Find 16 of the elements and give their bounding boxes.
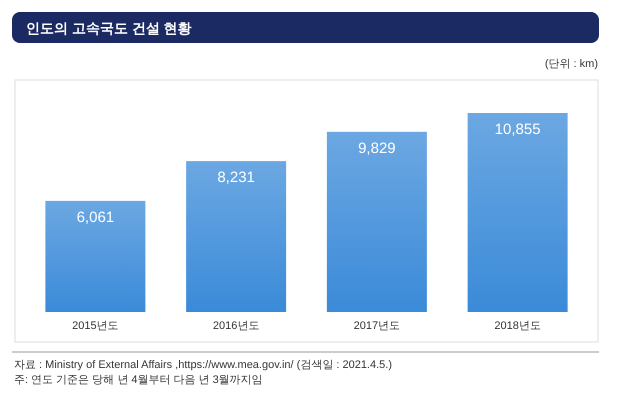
x-tick-label: 2016년도 — [212, 320, 260, 332]
bar — [468, 113, 568, 312]
bar — [45, 200, 146, 312]
data-label: 6,061 — [76, 208, 114, 226]
text: (단위 : km) — [544, 58, 598, 70]
text: 주: 연도 기준은 당해 년 4월부터 다음 년 3월까지임 — [14, 374, 263, 386]
chart-title: 인도의 고속국도 건설 현황 — [26, 20, 192, 36]
text: 자료 : Ministry of External Affairs ,https://www.mea.gov.in/ (검색일 : 2021.4.5.) — [14, 359, 392, 371]
data-label: 9,829 — [358, 140, 396, 157]
bar — [326, 132, 427, 312]
x-tick-label: 2015년도 — [72, 320, 119, 332]
data-label: 10,855 — [494, 121, 541, 138]
data-label: 8,231 — [217, 169, 255, 186]
x-tick-label: 2017년도 — [354, 320, 400, 332]
bar — [186, 161, 286, 312]
x-tick-label: 2018년도 — [494, 320, 541, 332]
